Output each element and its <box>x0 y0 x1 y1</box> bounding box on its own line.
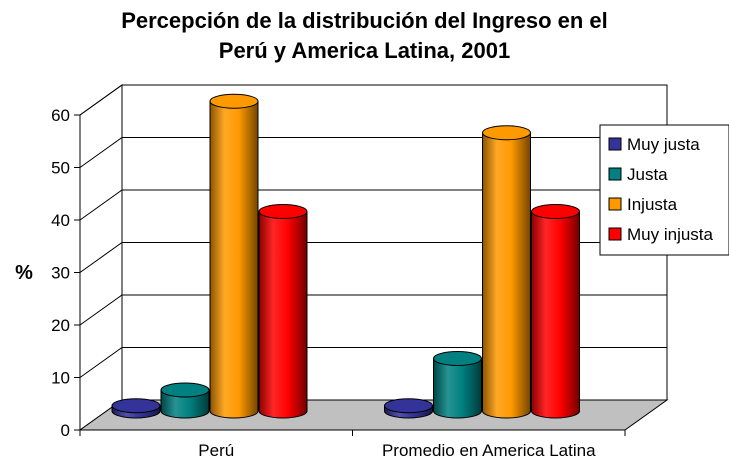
legend-swatch <box>608 167 622 181</box>
chart-title-line-1: Percepción de la distribución del Ingres… <box>121 8 608 33</box>
bar-top <box>258 204 308 219</box>
y-axis-title: % <box>15 262 33 284</box>
bar-body <box>531 211 580 419</box>
bar <box>482 125 531 419</box>
bar-top <box>433 351 482 366</box>
bar <box>160 382 210 419</box>
y-tick-label-20: 20 <box>51 316 70 335</box>
bar <box>433 351 482 419</box>
y-tick-label-10: 10 <box>51 369 70 388</box>
y-tick-label-40: 40 <box>51 211 70 230</box>
y-tick-label-50: 50 <box>51 159 70 178</box>
y-tick-label-30: 30 <box>51 264 70 283</box>
bar <box>111 398 161 419</box>
bar-top <box>384 398 433 414</box>
y-tick-label-60: 60 <box>51 106 70 125</box>
chart-title-line-2: Perú y America Latina, 2001 <box>218 38 511 63</box>
legend-swatch <box>608 227 622 241</box>
bar-body <box>160 389 210 419</box>
bar-body <box>482 132 531 419</box>
bar <box>209 93 259 419</box>
legend-label: Justa <box>627 165 668 184</box>
bar <box>258 204 308 419</box>
legend-swatch <box>608 197 622 211</box>
bar-top <box>531 204 580 219</box>
bar <box>384 398 433 419</box>
legend-label: Muy justa <box>627 135 700 154</box>
bar-top <box>160 382 210 398</box>
legend-swatch <box>608 137 622 151</box>
gridline-60 <box>79 84 667 116</box>
bar <box>531 204 580 419</box>
y-tick-label-0: 0 <box>61 421 70 440</box>
bar-body <box>433 358 482 419</box>
bar-body <box>209 100 259 419</box>
bar-body <box>258 211 308 419</box>
bar-top <box>209 93 259 109</box>
x-category-label: Perú <box>198 441 234 460</box>
x-category-label: Promedio en America Latina <box>382 441 596 460</box>
legend-label: Muy injusta <box>627 225 714 244</box>
legend-label: Injusta <box>627 195 678 214</box>
bar-top <box>482 125 531 141</box>
bar-top <box>111 398 161 414</box>
